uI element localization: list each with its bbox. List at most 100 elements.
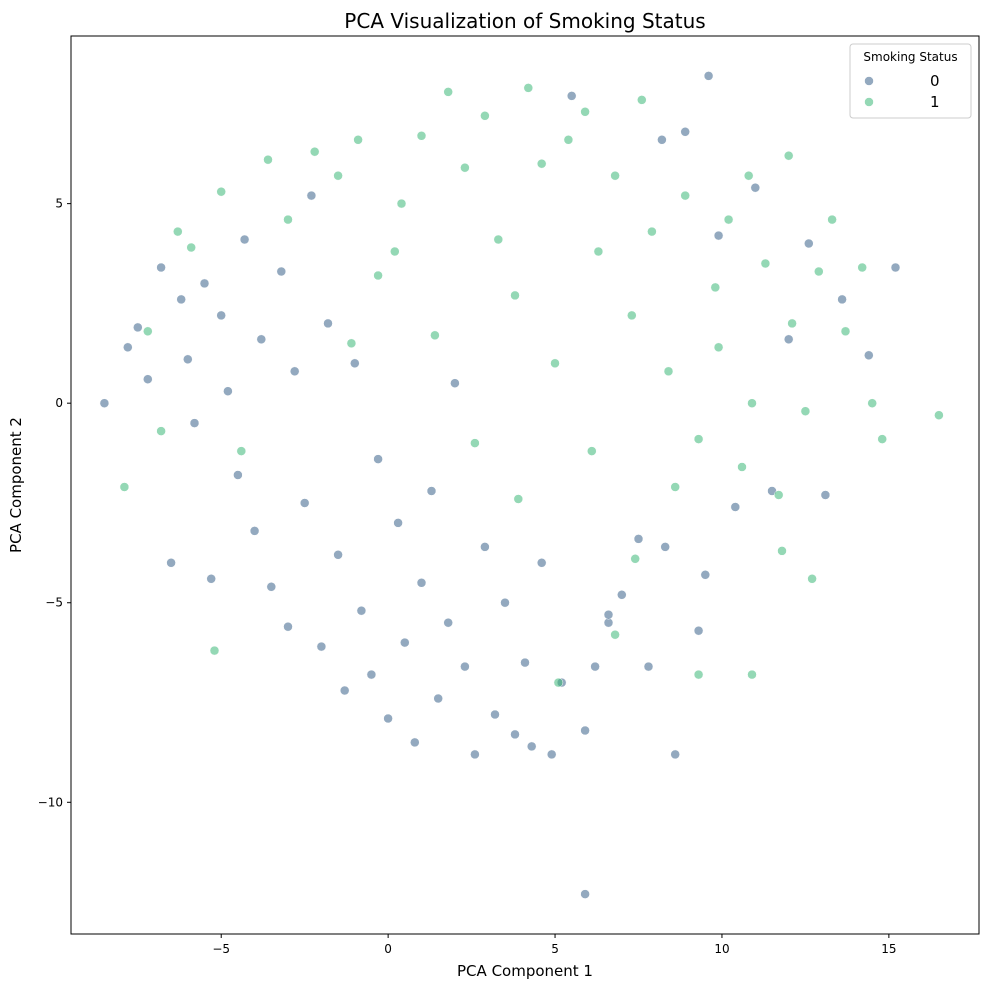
data-point (783, 150, 794, 161)
data-point (339, 685, 350, 696)
x-tick-label: 5 (551, 942, 559, 956)
data-point (750, 182, 761, 193)
data-point (603, 617, 614, 628)
data-point (316, 641, 327, 652)
data-point (189, 418, 200, 428)
data-point (563, 135, 574, 145)
plot-area (99, 71, 944, 899)
data-point (199, 278, 210, 289)
data-point (416, 131, 427, 141)
data-point (877, 434, 887, 444)
data-point (206, 574, 216, 584)
data-point (814, 266, 824, 277)
data-point (787, 318, 797, 329)
data-point (510, 729, 520, 740)
data-point (443, 617, 453, 628)
data-point (283, 214, 293, 225)
legend-marker-0 (864, 76, 874, 86)
data-point (603, 609, 614, 620)
data-point (670, 749, 680, 760)
data-point (713, 230, 724, 241)
data-point (773, 490, 784, 500)
data-point (123, 342, 133, 353)
data-point (747, 669, 757, 680)
data-point (934, 410, 944, 420)
data-point (680, 190, 690, 201)
data-point (520, 657, 530, 668)
data-point (580, 107, 590, 117)
data-point (346, 338, 357, 349)
data-point (373, 270, 383, 281)
data-point (693, 669, 704, 680)
data-point (617, 590, 627, 600)
legend-box (849, 43, 972, 119)
data-point (383, 713, 393, 724)
axes: −5 0 5 10 15−10−505 (38, 35, 980, 956)
data-point (536, 158, 547, 169)
data-point (433, 693, 443, 704)
data-point (804, 238, 814, 249)
data-point (216, 310, 226, 321)
data-point (510, 290, 520, 301)
data-point (610, 170, 620, 181)
data-point (183, 354, 193, 365)
data-point (263, 154, 273, 165)
data-point (143, 374, 153, 384)
x-tick-label: 15 (881, 942, 896, 956)
data-point (426, 486, 437, 496)
data-point (760, 258, 771, 269)
data-point (857, 262, 867, 273)
data-point (680, 127, 690, 137)
data-point (156, 262, 166, 273)
data-point (209, 645, 220, 656)
data-point (249, 526, 260, 536)
data-point (827, 214, 837, 225)
data-point (670, 482, 680, 492)
legend-title: Smoking Status (863, 50, 957, 64)
x-tick-label: −5 (212, 942, 230, 956)
data-point (289, 366, 300, 377)
y-tick-label: 5 (55, 197, 63, 211)
data-point (366, 669, 377, 680)
data-point (143, 326, 153, 337)
data-point (837, 294, 847, 305)
data-point (223, 386, 233, 396)
y-tick-label: 0 (55, 396, 63, 410)
series-1 (119, 83, 944, 688)
data-point (864, 350, 874, 361)
data-point (703, 71, 714, 81)
data-point (743, 170, 754, 181)
data-point (353, 135, 363, 145)
data-point (637, 95, 647, 105)
data-point (777, 546, 787, 556)
data-point (747, 398, 757, 408)
chart-title: PCA Visualization of Smoking Status (344, 9, 705, 33)
data-point (737, 462, 747, 472)
data-point (216, 186, 226, 197)
data-point (323, 318, 333, 329)
axes-frame (70, 35, 980, 935)
data-point (627, 310, 637, 321)
data-point (276, 266, 287, 277)
data-point (356, 605, 367, 616)
data-point (239, 234, 250, 245)
data-point (566, 91, 577, 101)
data-point (156, 426, 166, 436)
data-point (119, 482, 130, 492)
data-point (416, 578, 427, 588)
data-point (587, 446, 597, 456)
legend-label-0: 0 (930, 72, 940, 90)
data-point (393, 518, 403, 528)
data-point (309, 146, 320, 157)
legend: Smoking Status 0 1 (849, 43, 972, 119)
data-point (820, 490, 831, 500)
legend-label-1: 1 (930, 93, 940, 111)
data-point (800, 406, 811, 416)
data-point (460, 661, 470, 672)
data-point (99, 398, 110, 408)
legend-marker-1 (864, 97, 874, 107)
x-tick-label: 0 (384, 942, 392, 956)
data-point (593, 246, 604, 257)
data-point (710, 282, 721, 293)
data-point (133, 322, 143, 333)
